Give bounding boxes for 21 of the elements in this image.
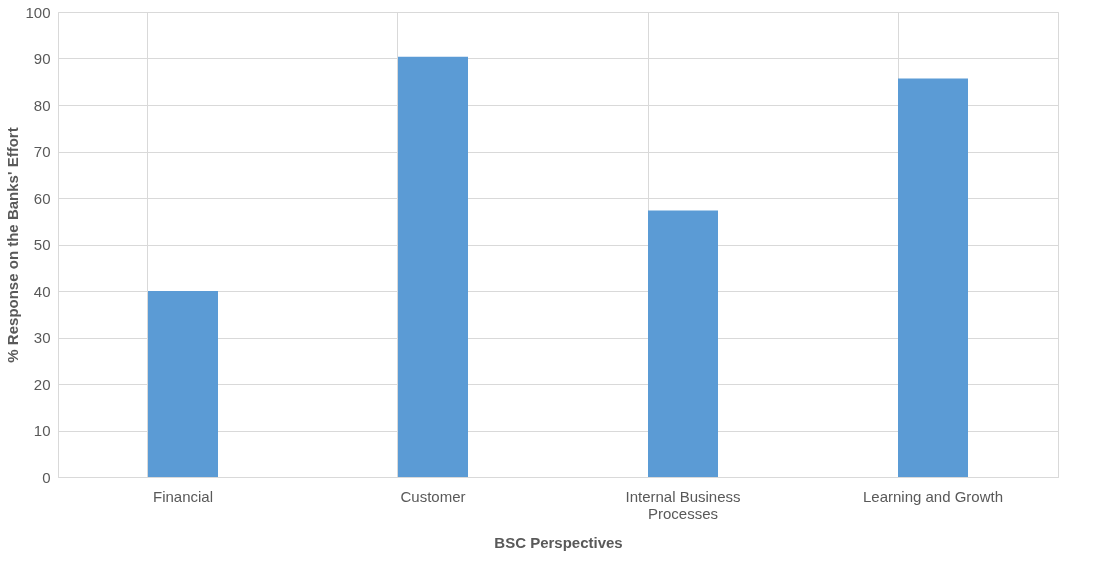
y-tick-label: 20 xyxy=(33,375,51,393)
x-tick-label: Financial xyxy=(152,487,214,505)
y-tick-label: 0 xyxy=(42,468,51,486)
y-tick-label: 40 xyxy=(33,282,51,300)
bar xyxy=(148,291,218,477)
y-tick-label: 50 xyxy=(33,236,51,253)
y-tick-label: 70 xyxy=(33,143,51,160)
y-tick-label: 10 xyxy=(33,422,51,439)
y-tick-label: 90 xyxy=(33,50,51,67)
y-tick-label: 60 xyxy=(33,189,51,207)
x-tick-label: Internal Business Processes xyxy=(625,487,741,522)
x-axis-title: BSC Perspectives xyxy=(494,533,623,551)
y-tick-label: 80 xyxy=(33,96,51,114)
x-tick-label: Customer xyxy=(400,487,466,505)
bar xyxy=(398,56,468,477)
y-axis-title: % Response on the Banks' Effort xyxy=(4,127,22,363)
y-tick-label: 30 xyxy=(33,329,51,346)
x-tick-label: Learning and Growth xyxy=(862,487,1004,505)
bar xyxy=(648,210,718,477)
y-tick-label: 100 xyxy=(25,3,51,21)
bar xyxy=(898,78,968,477)
